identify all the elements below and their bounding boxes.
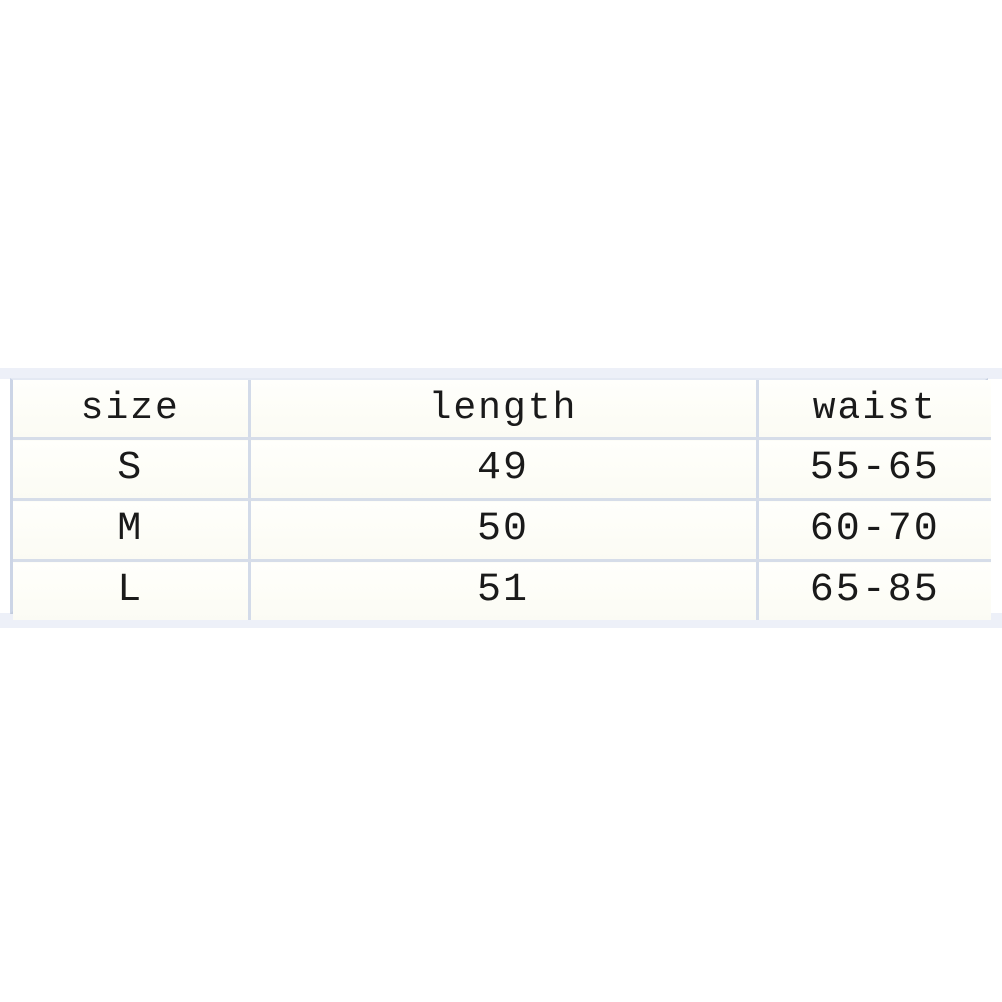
column-header-length: length [249, 380, 759, 440]
cell-length-value: 51 [476, 568, 529, 613]
cell-size: L [13, 560, 251, 620]
column-header-waist: waist [757, 380, 991, 440]
cell-waist-value: 65-85 [809, 568, 940, 613]
table-header: size length waist [13, 380, 991, 440]
cell-length: 49 [249, 438, 759, 501]
column-header-size: size [13, 380, 251, 440]
table-row: M 50 60-70 [13, 499, 991, 562]
cell-size-value: S [117, 446, 144, 491]
cell-size-value: L [117, 568, 144, 613]
cell-waist: 65-85 [757, 560, 991, 620]
table-header-row: size length waist [13, 380, 991, 440]
column-header-size-label: size [80, 386, 180, 430]
table-top-band [0, 368, 1002, 379]
column-header-length-label: length [428, 386, 578, 430]
cell-length: 51 [249, 560, 759, 620]
table-body: S 49 55-65 M 50 [13, 438, 991, 620]
table-row: L 51 65-85 [13, 560, 991, 620]
cell-size-value: M [117, 507, 144, 552]
column-header-waist-label: waist [812, 386, 937, 430]
cell-waist-value: 55-65 [809, 446, 940, 491]
cell-waist: 55-65 [757, 438, 991, 501]
cell-waist-value: 60-70 [809, 507, 940, 552]
cell-length: 50 [249, 499, 759, 562]
cell-length-value: 50 [476, 507, 529, 552]
size-chart-container: size length waist S 49 [10, 378, 991, 620]
cell-waist: 60-70 [757, 499, 991, 562]
cell-length-value: 49 [476, 446, 529, 491]
cell-size: M [13, 499, 251, 562]
table-row: S 49 55-65 [13, 438, 991, 501]
size-chart-table: size length waist S 49 [13, 380, 991, 620]
cell-size: S [13, 438, 251, 501]
